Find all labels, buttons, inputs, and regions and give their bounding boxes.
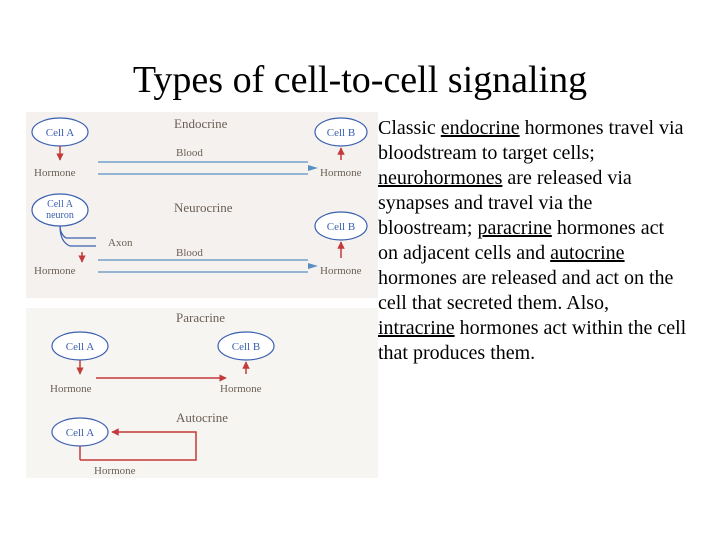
description-text: Classic endocrine hormones travel via bl… <box>378 112 688 482</box>
paracrine-hormone-label-a: Hormone <box>50 383 92 395</box>
endocrine-cellB-label: Cell B <box>327 127 355 139</box>
neurocrine-cellA-label-2: neuron <box>46 210 74 221</box>
paracrine-cellA-label: Cell A <box>66 341 94 353</box>
desc-underline-paracrine: paracrine <box>477 217 551 239</box>
autocrine-hormone-label: Hormone <box>94 465 136 477</box>
desc-underline-endocrine: endocrine <box>441 117 520 139</box>
endocrine-type-label: Endocrine <box>174 116 228 131</box>
endocrine-blood-label: Blood <box>176 147 203 159</box>
neurocrine-axon-label: Axon <box>108 237 133 249</box>
paracrine-type-label: Paracrine <box>176 310 225 325</box>
neurocrine-hormone-label-b: Hormone <box>320 265 362 277</box>
paracrine-hormone-label-b: Hormone <box>220 383 262 395</box>
signaling-diagram: Cell A Hormone Blood Endocrine Cell B Ho… <box>26 112 378 482</box>
neurocrine-type-label: Neurocrine <box>174 200 233 215</box>
neurocrine-blood-label: Blood <box>176 247 203 259</box>
autocrine-cellA-label: Cell A <box>66 427 94 439</box>
desc-part-1: Classic <box>378 117 441 139</box>
autocrine-type-label: Autocrine <box>176 410 228 425</box>
paracrine-cellB-label: Cell B <box>232 341 260 353</box>
endocrine-hormone-label-b: Hormone <box>320 167 362 179</box>
content-row: Cell A Hormone Blood Endocrine Cell B Ho… <box>0 102 720 482</box>
desc-part-5: hormones are released and act on the cel… <box>378 267 673 314</box>
endocrine-hormone-label: Hormone <box>34 167 76 179</box>
neurocrine-cellB-label: Cell B <box>327 221 355 233</box>
page-title: Types of cell-to-cell signaling <box>0 0 720 102</box>
endocrine-cellA-label: Cell A <box>46 127 74 139</box>
desc-underline-neurohormones: neurohormones <box>378 167 502 189</box>
neurocrine-hormone-label: Hormone <box>34 265 76 277</box>
diagram-column: Cell A Hormone Blood Endocrine Cell B Ho… <box>26 112 378 482</box>
desc-underline-intracrine: intracrine <box>378 317 455 339</box>
desc-underline-autocrine: autocrine <box>550 242 624 264</box>
neurocrine-cellA-label-1: Cell A <box>47 199 74 210</box>
